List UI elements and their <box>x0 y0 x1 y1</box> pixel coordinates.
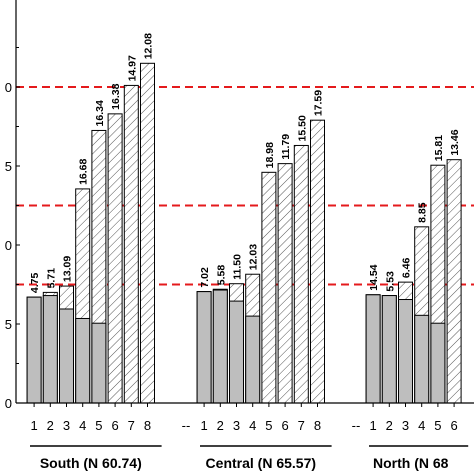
bar-solid <box>42 295 58 404</box>
bar-data-label: 11.79 <box>280 134 292 160</box>
bar-solid <box>75 317 91 404</box>
bar-solid <box>414 314 430 404</box>
bar-data-label: 11.50 <box>232 254 244 280</box>
x-tick-label: 1 <box>369 418 376 433</box>
bar-data-label: 15.81 <box>433 135 445 161</box>
bar-solid <box>398 299 413 404</box>
group-label: Central (N 65.57) <box>206 455 316 471</box>
bar-solid <box>245 315 261 404</box>
bar-hatched <box>107 113 123 404</box>
x-tick-label: 5 <box>434 418 441 433</box>
bar-data-label: 17.59 <box>313 90 325 116</box>
y-tick-label: 5 <box>5 159 12 174</box>
bar-data-label: 13.09 <box>62 256 74 282</box>
bar-solid <box>91 322 107 404</box>
bar-hatched <box>446 159 462 404</box>
x-tick-label: 2 <box>47 418 54 433</box>
bar-data-label: 5.58 <box>215 265 227 286</box>
bar-data-label: 13.46 <box>449 129 461 155</box>
bar-data-label: 14.97 <box>126 55 138 81</box>
bar-hatched <box>261 171 277 404</box>
bar-hatched <box>293 144 309 404</box>
bar-solid <box>26 296 42 404</box>
x-tick-label: 4 <box>418 418 425 433</box>
x-tick-label: 6 <box>450 418 457 433</box>
bar-hatched <box>310 119 325 404</box>
bar-solid <box>381 295 397 404</box>
bar-data-label: 16.34 <box>94 100 106 126</box>
bar-hatched <box>123 84 139 404</box>
bar-solid <box>59 308 74 404</box>
x-tick-label: 6 <box>281 418 288 433</box>
group-separator: -- <box>352 418 361 433</box>
bar-data-label: 5.53 <box>384 271 396 292</box>
bar-solid <box>229 300 244 404</box>
x-tick-label: 5 <box>95 418 102 433</box>
x-tick-label: 1 <box>30 418 37 433</box>
group-separator: -- <box>182 418 191 433</box>
y-tick-label: 0 <box>5 396 12 411</box>
bar-data-label: 16.38 <box>110 83 122 109</box>
x-tick-label: 3 <box>233 418 240 433</box>
y-tick-label: 0 <box>5 80 12 95</box>
x-tick-label: 7 <box>128 418 135 433</box>
bar-data-label: 14.54 <box>368 264 380 290</box>
group-label: North (N 68 <box>373 455 449 471</box>
x-tick-label: 2 <box>386 418 393 433</box>
x-tick-label: 4 <box>249 418 256 433</box>
bar-data-label: 18.98 <box>264 142 276 168</box>
bar-data-label: 4.75 <box>29 273 41 294</box>
x-tick-label: 8 <box>314 418 321 433</box>
x-tick-label: 5 <box>265 418 272 433</box>
x-tick-label: 6 <box>111 418 118 433</box>
bar-solid <box>430 322 446 404</box>
bar-data-label: 16.68 <box>78 158 90 184</box>
y-tick-label: 5 <box>5 317 12 332</box>
bar-data-label: 12.03 <box>248 244 260 270</box>
bar-solid <box>365 294 381 404</box>
x-tick-label: 3 <box>63 418 70 433</box>
bar-hatched <box>277 163 293 404</box>
labels: 4.75 5.71 13.09 16.68 16.34 16.38 14.97 12.08 So… <box>29 33 461 471</box>
bar-data-label: 8.85 <box>417 202 429 223</box>
bars <box>26 62 462 404</box>
bar-solid <box>196 291 212 404</box>
x-tick-label: 8 <box>144 418 151 433</box>
x-tick-label: 1 <box>200 418 207 433</box>
x-tick-label: 7 <box>298 418 305 433</box>
bar-data-label: 6.46 <box>401 258 413 279</box>
x-tick-label: 4 <box>79 418 86 433</box>
bar-data-label: 15.50 <box>296 115 308 141</box>
bar-data-label: 12.08 <box>143 33 155 59</box>
group-label: South (N 60.74) <box>40 455 142 471</box>
x-tick-label: 2 <box>217 418 224 433</box>
bar-hatched <box>140 62 155 404</box>
x-tick-label: 3 <box>402 418 409 433</box>
reference-lines <box>16 86 474 286</box>
bar-data-label: 7.02 <box>199 267 211 288</box>
bar-solid <box>212 289 228 404</box>
bar-data-label: 5.71 <box>45 268 57 289</box>
y-tick-label: 0 <box>5 238 12 253</box>
